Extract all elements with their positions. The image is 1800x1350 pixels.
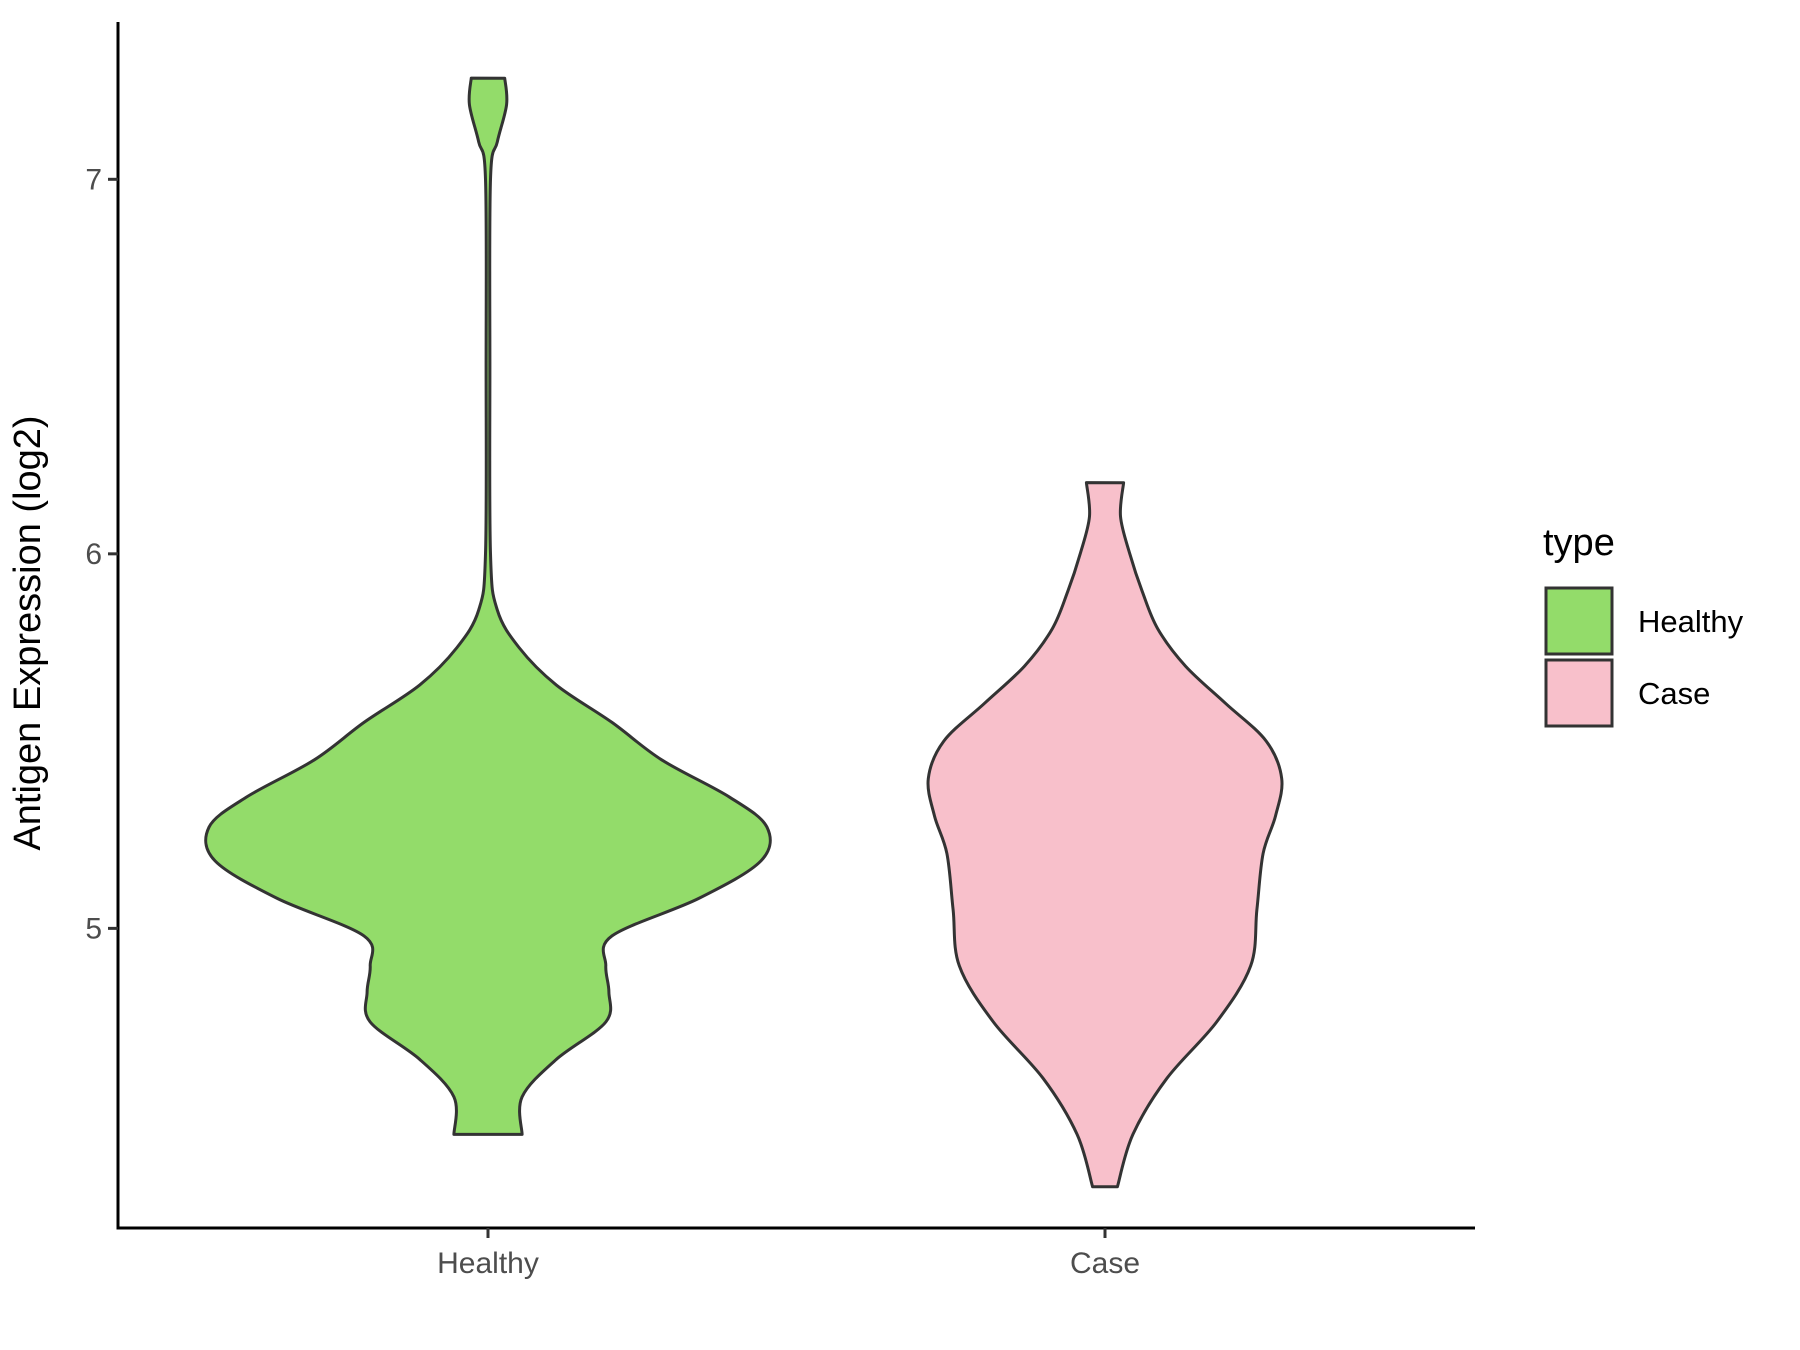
violin-healthy [204,76,772,1136]
x-tick-label: Healthy [437,1247,539,1280]
axes: 5 6 7 Healthy Case [85,22,1475,1280]
legend-swatch-case [1544,658,1614,728]
legend-title: type [1543,522,1615,564]
y-tick-label: 7 [85,163,102,196]
legend-label-healthy: Healthy [1638,604,1744,639]
legend-swatch-healthy [1544,586,1614,656]
y-tick-label: 6 [85,538,102,571]
y-tick-label: 5 [85,912,102,945]
x-tick-label: Case [1070,1247,1140,1280]
y-axis-title: Antigen Expression (log2) [7,415,49,850]
violin-case [926,481,1284,1189]
violin-layer [204,76,1284,1189]
legend-label-case: Case [1638,676,1710,711]
legend: type Healthy Case [1543,522,1744,728]
